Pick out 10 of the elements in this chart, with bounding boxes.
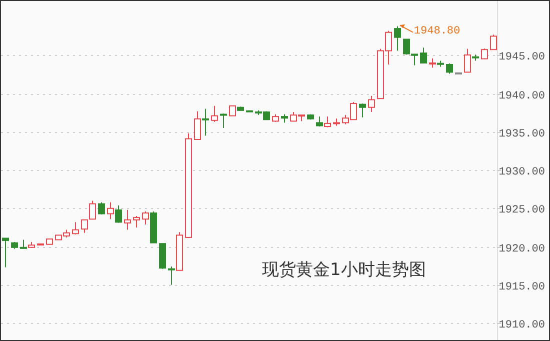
annotation: 1948.80 bbox=[414, 25, 460, 38]
y-tick-label: 1915.00 bbox=[498, 282, 545, 294]
y-tick-label: 1930.00 bbox=[498, 166, 545, 178]
text: 现货黄金1小时走势图 bbox=[262, 260, 426, 280]
y-tick-label: 1910.00 bbox=[498, 320, 545, 332]
y-tick-label: 1945.00 bbox=[498, 52, 545, 64]
y-tick-label: 1940.00 bbox=[498, 90, 545, 102]
y-tick-label: 1920.00 bbox=[498, 244, 545, 256]
y-tick-label: 1935.00 bbox=[498, 128, 545, 140]
y-tick-label: 1925.00 bbox=[498, 204, 545, 216]
